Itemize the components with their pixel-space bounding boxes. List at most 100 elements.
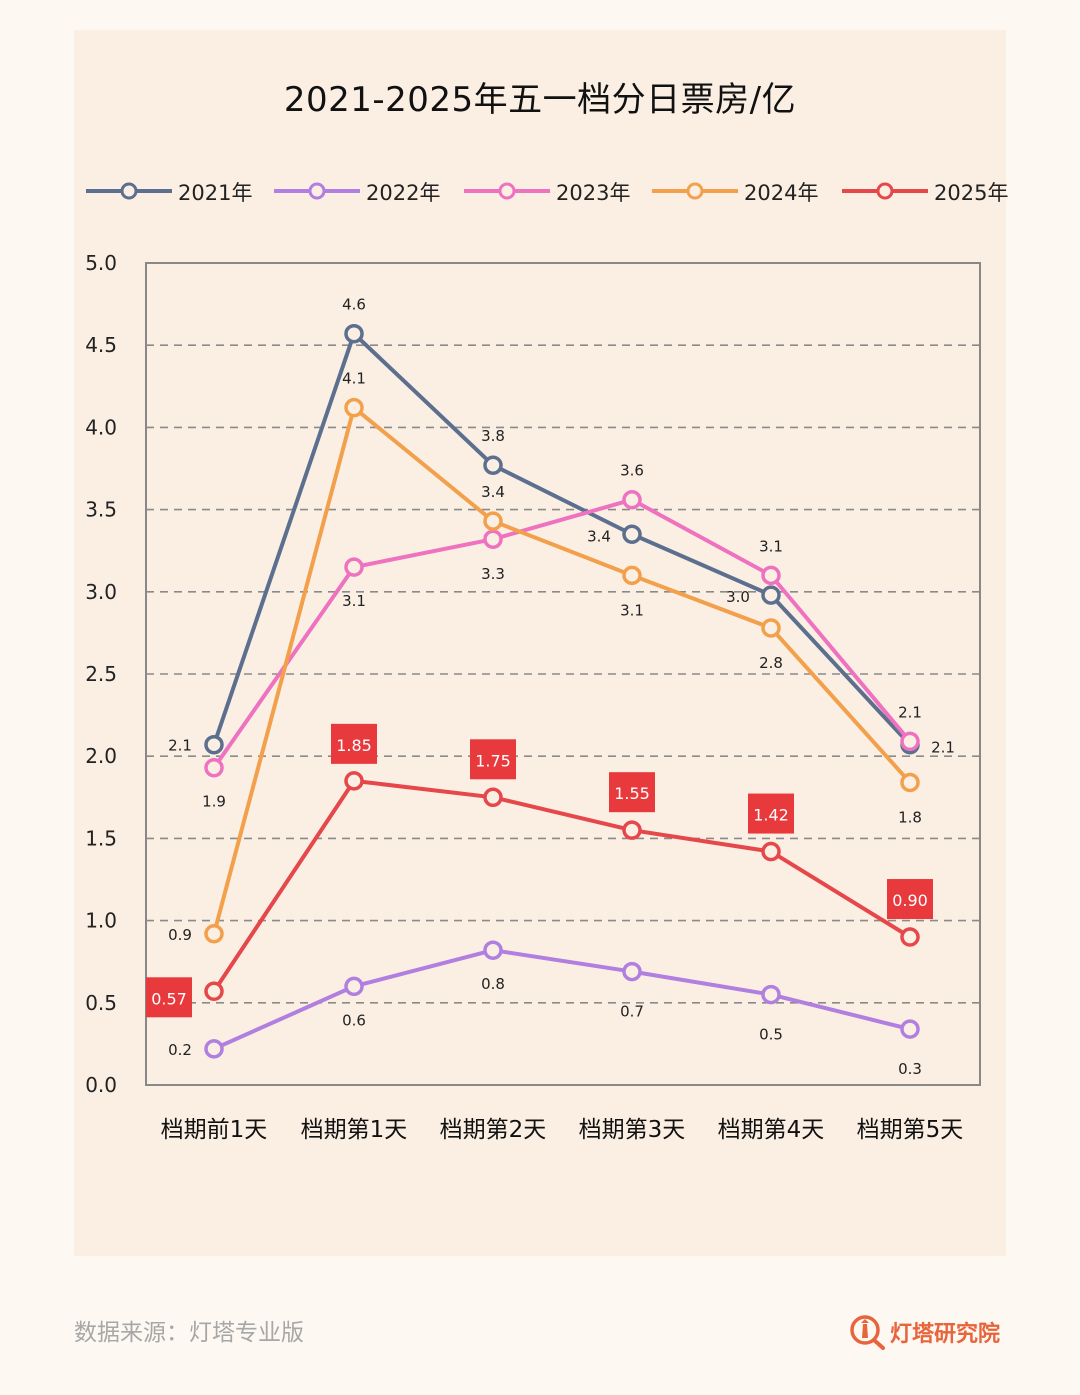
data-label: 0.2 <box>168 1041 192 1059</box>
legend-label-2025: 2025年 <box>934 181 1009 205</box>
legend-swatch-2023 <box>464 182 550 200</box>
data-label: 1.75 <box>475 751 511 770</box>
y-tick-label: 0.0 <box>85 1073 117 1097</box>
data-label: 2.8 <box>759 654 783 672</box>
data-source-note: 数据来源：灯塔专业版 <box>74 1320 304 1346</box>
data-label: 3.3 <box>481 565 505 583</box>
data-label: 3.1 <box>620 601 644 619</box>
brand-name: 灯塔研究院 <box>890 1322 1001 1347</box>
data-label: 4.6 <box>342 296 366 314</box>
data-point <box>761 565 781 586</box>
legend-swatch-2021 <box>86 182 172 200</box>
data-label: 2.1 <box>168 737 192 755</box>
legend-swatch-2024 <box>652 182 738 200</box>
lighthouse-search-icon <box>850 1315 885 1350</box>
data-label: 0.90 <box>892 891 928 910</box>
series-line-2025年 <box>212 778 912 993</box>
data-label-box <box>331 723 377 764</box>
data-label: 3.0 <box>726 588 750 606</box>
x-tick-label: 档期第2天 <box>440 1117 547 1143</box>
data-label-box <box>146 977 192 1018</box>
data-label: 0.8 <box>481 975 505 993</box>
data-label: 1.8 <box>898 809 922 827</box>
data-label: 3.1 <box>342 592 366 610</box>
y-tick-label: 0.5 <box>85 991 117 1015</box>
data-label-box <box>887 879 933 920</box>
data-label: 0.9 <box>168 926 192 944</box>
data-label-box <box>470 739 516 780</box>
data-label: 0.7 <box>620 1003 644 1021</box>
data-point <box>900 731 920 752</box>
data-point <box>622 489 642 510</box>
data-point <box>761 841 781 862</box>
data-point <box>344 976 364 997</box>
data-label: 3.4 <box>481 483 505 501</box>
data-label: 1.55 <box>614 784 650 803</box>
y-tick-label: 3.5 <box>85 498 117 522</box>
series-line-2024年 <box>212 405 912 935</box>
data-point <box>622 961 642 982</box>
x-tick-label: 档期前1天 <box>161 1117 268 1143</box>
data-label: 1.85 <box>336 736 372 755</box>
data-point <box>204 924 224 944</box>
x-tick-label: 档期第4天 <box>718 1117 825 1143</box>
legend-label-2023: 2023年 <box>556 181 631 205</box>
data-point <box>344 323 364 344</box>
data-point <box>483 455 503 475</box>
y-tick-label: 2.0 <box>85 744 117 768</box>
data-point <box>204 1039 224 1059</box>
data-point <box>483 787 503 808</box>
series-line-2022年 <box>213 948 911 1051</box>
legend-swatch-2025 <box>842 182 928 200</box>
data-point <box>761 618 781 638</box>
y-tick-label: 4.5 <box>85 333 117 357</box>
data-label: 4.1 <box>342 370 366 388</box>
data-point <box>900 1019 920 1039</box>
x-tick-label: 档期第3天 <box>579 1117 686 1143</box>
data-point <box>344 557 364 577</box>
data-label: 3.4 <box>587 527 611 545</box>
data-point <box>483 529 503 549</box>
legend-label-2022: 2022年 <box>366 181 441 205</box>
y-tick-label: 1.0 <box>85 909 117 933</box>
data-label-box <box>748 793 794 834</box>
legend-swatch-2022 <box>274 182 360 200</box>
data-point <box>204 757 224 778</box>
data-label: 2.1 <box>898 703 922 721</box>
data-point <box>622 820 642 840</box>
chart-title: 2021-2025年五一档分日票房/亿 <box>283 80 797 120</box>
data-point <box>204 981 224 1002</box>
data-point <box>483 511 503 531</box>
y-tick-label: 1.5 <box>85 826 117 850</box>
series-line-2021年 <box>212 331 912 747</box>
data-label: 0.57 <box>151 989 187 1008</box>
x-tick-label: 档期第1天 <box>301 1117 408 1143</box>
data-point <box>900 927 920 947</box>
y-tick-label: 4.0 <box>85 415 117 439</box>
x-tick-label: 档期第5天 <box>857 1117 964 1143</box>
data-label: 3.6 <box>620 462 644 480</box>
data-point <box>622 565 642 586</box>
data-label: 0.6 <box>342 1011 366 1029</box>
data-label: 3.8 <box>481 427 505 445</box>
y-tick-label: 3.0 <box>85 580 117 604</box>
data-point <box>761 984 781 1005</box>
data-label: 1.9 <box>202 793 226 811</box>
data-label: 3.1 <box>759 537 783 555</box>
data-point <box>900 772 920 793</box>
data-point <box>483 940 503 960</box>
data-label: 0.3 <box>898 1060 922 1078</box>
data-label: 2.1 <box>931 739 955 757</box>
data-label: 0.5 <box>759 1026 783 1044</box>
y-tick-label: 5.0 <box>85 251 117 275</box>
legend-label-2021: 2021年 <box>178 181 253 205</box>
data-label-box <box>609 772 655 813</box>
data-point <box>344 771 364 791</box>
data-point <box>344 397 364 418</box>
y-tick-label: 2.5 <box>85 662 117 686</box>
series-line-2023年 <box>212 497 912 769</box>
data-point <box>204 734 224 755</box>
data-point <box>761 585 781 605</box>
legend-label-2024: 2024年 <box>744 181 819 205</box>
